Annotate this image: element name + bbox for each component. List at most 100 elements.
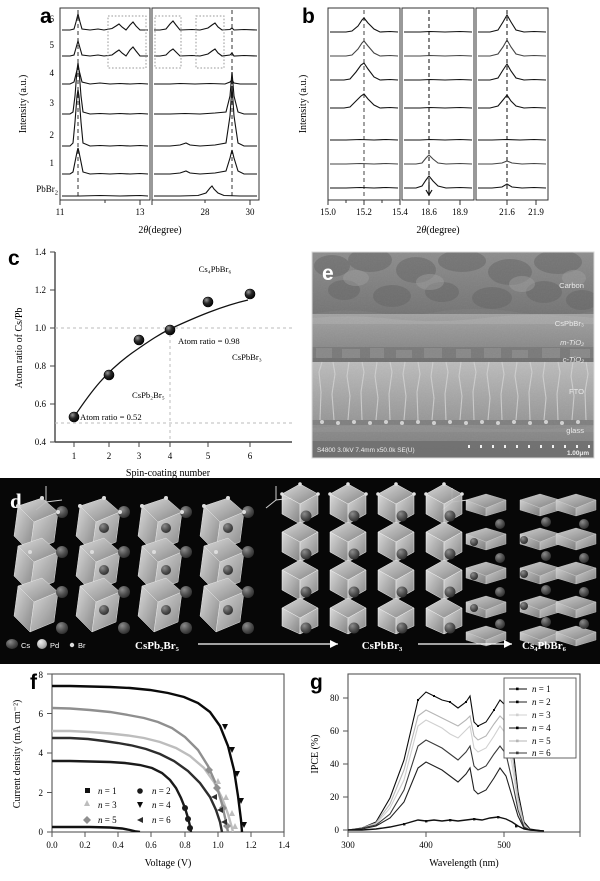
panel-a-xtick-13: 13	[136, 207, 146, 217]
panel-f-xlabel: Voltage (V)	[145, 858, 192, 869]
panel-g-legend-label-n6: n = 6	[532, 748, 551, 758]
panel-f-xtick-1p4: 1.4	[278, 840, 290, 850]
panel-g-xtick-500: 500	[497, 840, 511, 850]
panel-f-legend-label-n4: n = 4	[152, 800, 171, 810]
panel-g-ytick-0: 0	[335, 825, 340, 835]
panel-c-ann-cspbbr3: CsPbBr₃	[232, 352, 262, 362]
panel-d-structure-1	[13, 496, 254, 634]
panel-g-ylabel: IPCE (%)	[310, 734, 321, 773]
panel-f-curve-n1	[52, 825, 141, 832]
panel-a-xtick-30: 30	[246, 207, 256, 217]
panel-f-legend-marker-n2	[137, 788, 143, 794]
panel-f-legend-marker-n4	[137, 802, 143, 808]
panel-c-ann-cspb2br5: CsPb₂Br₅	[132, 390, 165, 400]
panel-d-structure-label-3: Cs₄PbBr₆	[522, 640, 567, 652]
panel-a: a	[0, 0, 290, 240]
panel-c-xtick-3: 3	[137, 451, 142, 461]
panel-g-xtick-400: 400	[419, 840, 433, 850]
panel-f-legend-marker-n1	[85, 788, 90, 793]
panel-c-plot: Cs₄PbBr₆ Atom ratio = 0.98 CsPbBr₃ CsPb₂…	[14, 247, 292, 479]
panel-c-ann-ratio-098: Atom ratio = 0.98	[178, 336, 240, 346]
panel-a-xlabel: 2θ(degree)	[138, 225, 181, 236]
panel-c-ytick-1p2: 1.2	[35, 285, 46, 295]
panel-e-label: e	[322, 262, 334, 285]
panel-a-trace-label-3: 3	[50, 98, 55, 108]
panel-c-xtick-5: 5	[206, 451, 211, 461]
panel-f-legend-marker-n3	[84, 800, 90, 806]
panel-a-highlight-box-right2	[195, 15, 225, 69]
panel-e-layer-fto: FTO	[569, 387, 584, 396]
panel-c-ann-ratio-052: Atom ratio = 0.52	[80, 412, 142, 422]
panel-b-label: b	[302, 5, 315, 28]
panel-a-axis-right	[151, 7, 260, 201]
panel-d-arrow-2	[418, 640, 512, 648]
panel-f-markers-n4	[222, 724, 247, 828]
panel-f-xtick-1p0: 1.0	[212, 840, 224, 850]
panel-a-traces-left	[62, 13, 149, 197]
panel-e-layer-carbon: Carbon	[559, 281, 584, 290]
panel-c-fit-curve	[73, 299, 249, 418]
cs-sphere-icon	[6, 639, 18, 649]
pd-sphere-icon	[37, 639, 47, 649]
panel-g-curve-n2	[348, 761, 545, 832]
panel-b-xlabel: 2θ(degree)	[416, 225, 459, 236]
panel-c-point-5	[202, 296, 214, 308]
panel-f-ytick-6: 6	[39, 709, 44, 719]
panel-d-legend: Cs Pd Br	[6, 639, 86, 650]
panel-f-curve-n5	[52, 706, 230, 832]
panel-f-ylabel: Current density (mA cm⁻²)	[12, 700, 23, 809]
panel-f-legend-label-n1: n = 1	[98, 786, 117, 796]
panel-b-xtick-21p9: 21.9	[528, 207, 544, 217]
panel-f: f	[0, 664, 300, 881]
panel-e-layer-glass: glass	[566, 426, 584, 435]
panel-e-sem-image: e Carbon CsPbBr₃ m-TiO₂ c-TiO₂ FTO glass…	[311, 251, 595, 459]
panel-e-footer-left: S4800 3.0kV 7.4mm x50.0k SE(U)	[317, 447, 415, 454]
panel-d: d	[0, 478, 600, 664]
panel-a-highlight-box-left	[107, 15, 147, 69]
panel-b-xtick-15p0: 15.0	[320, 207, 336, 217]
panel-c-xtick-1: 1	[72, 451, 77, 461]
panel-e-border	[311, 251, 595, 459]
panel-e-layer-c-tio2: c-TiO₂	[563, 355, 584, 364]
panel-g-ytick-60: 60	[330, 726, 340, 736]
panel-g: g	[300, 664, 600, 881]
panel-g-ytick-40: 40	[330, 759, 340, 769]
panel-a-trace-label-1: 5	[50, 40, 55, 50]
panel-c-xtick-4: 4	[168, 451, 173, 461]
panel-c-point-3	[133, 334, 145, 346]
panel-d-structure-3	[465, 493, 597, 647]
panel-e-layer-m-tio2: m-TiO₂	[560, 338, 584, 347]
panel-g-xtick-300: 300	[341, 840, 355, 850]
panel-c-point-2	[103, 369, 115, 381]
panel-a-trace-label-4: 2	[50, 130, 55, 140]
panel-c-point-1	[68, 411, 80, 423]
panel-b-xtick-18p6: 18.6	[421, 207, 437, 217]
panel-b-xtick-15p2: 15.2	[356, 207, 372, 217]
panel-f-ytick-8: 8	[39, 670, 44, 680]
panel-g-label: g	[310, 671, 323, 694]
panel-g-ytick-20: 20	[330, 792, 340, 802]
panel-a-ylabel: Intensity (a.u.)	[18, 75, 29, 134]
panel-b-ylabel: Intensity (a.u.)	[298, 75, 309, 134]
panel-b-xtick-21p6: 21.6	[499, 207, 515, 217]
panel-f-ytick-4: 4	[39, 748, 44, 758]
panel-c-xtick-6: 6	[248, 451, 253, 461]
panel-c-ann-cs4pbbr6: Cs₄PbBr₆	[199, 264, 232, 274]
panel-b: b	[290, 0, 600, 240]
panel-b-xtick-18p9: 18.9	[452, 207, 468, 217]
panel-b-traces-seg3	[478, 13, 547, 189]
panel-f-curve-n2	[52, 759, 193, 832]
panel-f-curve-n6	[52, 736, 224, 832]
panel-f-legend-label-n2: n = 2	[152, 786, 171, 796]
panel-d-legend-cs: Cs	[21, 641, 30, 650]
panel-f-xtick-0p8: 0.8	[179, 840, 191, 850]
panel-d-crystal-structures: d	[0, 478, 600, 664]
panel-f-legend-marker-n5	[83, 816, 91, 824]
panel-c-point-4	[164, 324, 176, 336]
panel-a-xtick-28: 28	[201, 207, 211, 217]
panel-f-legend-label-n5: n = 5	[98, 815, 117, 825]
panel-f-jv-plot: n = 1 n = 2 n = 3 n = 4 n = 5 n = 6 0 2 …	[12, 670, 290, 869]
panel-g-curve-n1	[348, 816, 545, 832]
panel-f-xtick-0p4: 0.4	[112, 840, 124, 850]
